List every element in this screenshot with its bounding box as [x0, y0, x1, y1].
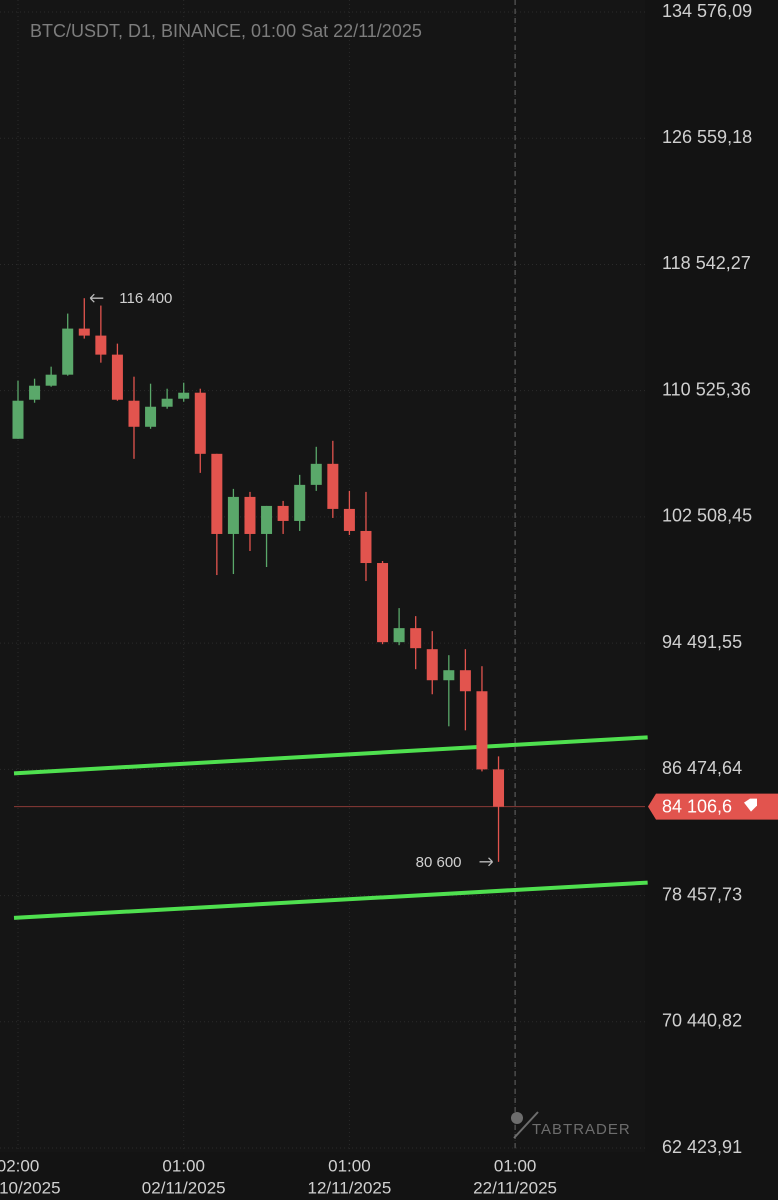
candle-body — [493, 769, 505, 807]
trendline — [13, 880, 648, 920]
y-tick-label: 126 559,18 — [662, 127, 752, 147]
watermark-slash — [513, 1111, 539, 1139]
price-tag-box — [648, 793, 778, 820]
candle-body — [476, 691, 488, 770]
x-tick-date: 02/11/2025 — [142, 1178, 226, 1197]
price-tag-icon — [744, 798, 757, 812]
candle-body — [310, 463, 322, 485]
y-tick-label: 118 542,27 — [662, 253, 751, 273]
x-tick-date: 12/11/2025 — [307, 1178, 391, 1197]
y-tick-label: 78 457,73 — [662, 884, 742, 904]
y-tick-label: 62 423,91 — [662, 1137, 742, 1157]
candle-body — [410, 628, 422, 649]
last-price-label: 84 106,6 — [662, 796, 732, 816]
candles — [12, 298, 505, 862]
y-tick-label: 134 576,09 — [662, 1, 752, 21]
y-tick-label: 86 474,64 — [662, 758, 742, 778]
candle-body — [459, 670, 471, 692]
candle-body — [277, 505, 289, 521]
x-tick-time: 02:00 — [0, 1156, 39, 1175]
overlay-lines — [13, 735, 648, 920]
candle-body — [62, 328, 74, 375]
watermark: TABTRADER — [511, 1111, 631, 1139]
y-tick-label: 70 440,82 — [662, 1011, 742, 1031]
x-tick-time: 01:00 — [494, 1156, 537, 1175]
x-tick-time: 01:00 — [328, 1156, 371, 1175]
low-marker-label: 80 600 — [416, 854, 462, 871]
low-marker-arrow — [479, 857, 493, 867]
candle-body — [377, 563, 389, 643]
candle-body — [78, 328, 90, 336]
trendline — [13, 735, 648, 776]
watermark-dot — [511, 1112, 523, 1124]
high-marker-label: 116 400 — [119, 290, 172, 307]
high-marker-arrow — [89, 293, 104, 303]
candle-body — [29, 385, 41, 400]
chart-title: BTC/USDT, D1, BINANCE, 01:00 Sat 22/11/2… — [30, 21, 422, 41]
candle-body — [327, 463, 339, 509]
candle-body — [178, 392, 190, 399]
candle-body — [227, 496, 239, 534]
candle-body — [45, 374, 57, 386]
candle-body — [261, 505, 273, 534]
candle-body — [95, 335, 107, 355]
plot-area — [0, 0, 645, 1152]
x-tick-time: 01:00 — [162, 1156, 205, 1175]
grid — [0, 0, 645, 1152]
candle-body — [294, 484, 306, 521]
candle-body — [393, 628, 405, 643]
candle-body — [211, 453, 223, 534]
candle-body — [12, 400, 24, 439]
candle-body — [194, 392, 206, 454]
y-tick-label: 102 508,45 — [662, 506, 752, 526]
candle-body — [343, 508, 355, 531]
x-tick-date: 23/10/2025 — [0, 1178, 61, 1197]
candle-body — [145, 406, 157, 427]
candle-body — [111, 354, 123, 400]
candle-body — [244, 496, 256, 534]
candle-body — [426, 649, 438, 681]
candle-body — [360, 530, 372, 564]
x-tick-date: 22/11/2025 — [473, 1178, 557, 1197]
candle-body — [161, 398, 173, 407]
watermark-text: TABTRADER — [532, 1121, 631, 1138]
candle-body — [128, 400, 140, 427]
candle-body — [443, 670, 455, 681]
y-tick-label: 94 491,55 — [662, 632, 742, 652]
y-tick-label: 110 525,36 — [662, 379, 751, 399]
